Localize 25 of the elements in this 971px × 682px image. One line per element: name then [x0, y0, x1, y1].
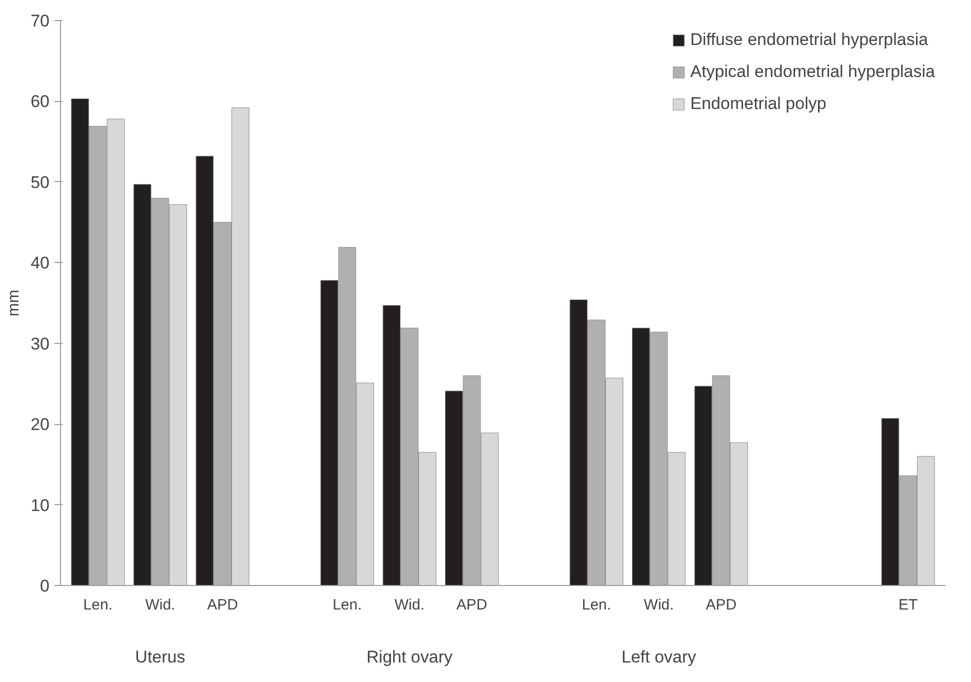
y-tick-label: 70 [30, 12, 50, 30]
x-tick-label: APD [706, 596, 737, 614]
y-axis-title: mm [6, 290, 23, 316]
text: Right ovary [366, 648, 454, 666]
y-tick-label: 50 [30, 172, 50, 192]
x-tick-label: Wid. [145, 596, 176, 614]
y-tick-label: 40 [30, 254, 50, 273]
y-tick-label: 60 [30, 92, 50, 112]
y-tick-label: 10 [30, 496, 50, 515]
y-tick-label: 20 [30, 415, 50, 434]
legend-label: Endometrial polyp [690, 94, 826, 114]
y-tick-label: 30 [30, 334, 50, 354]
x-tick-label: Len. [582, 596, 612, 614]
legend-label: Atypical endometrial hyperplasia [690, 62, 935, 82]
x-tick-label: APD [207, 596, 238, 614]
text: Left ovary [621, 648, 697, 666]
legend-label: Diffuse endometrial hyperplasia [690, 30, 928, 50]
text: Uterus [135, 648, 186, 666]
x-tick-label: ET [898, 596, 918, 614]
x-tick-label: APD [456, 596, 488, 614]
x-tick-label: Len. [332, 596, 362, 614]
x-tick-label: Len. [83, 596, 112, 614]
x-tick-label: Wid. [644, 596, 674, 614]
y-tick-label: 0 [40, 576, 50, 596]
x-tick-label: Wid. [394, 596, 425, 614]
